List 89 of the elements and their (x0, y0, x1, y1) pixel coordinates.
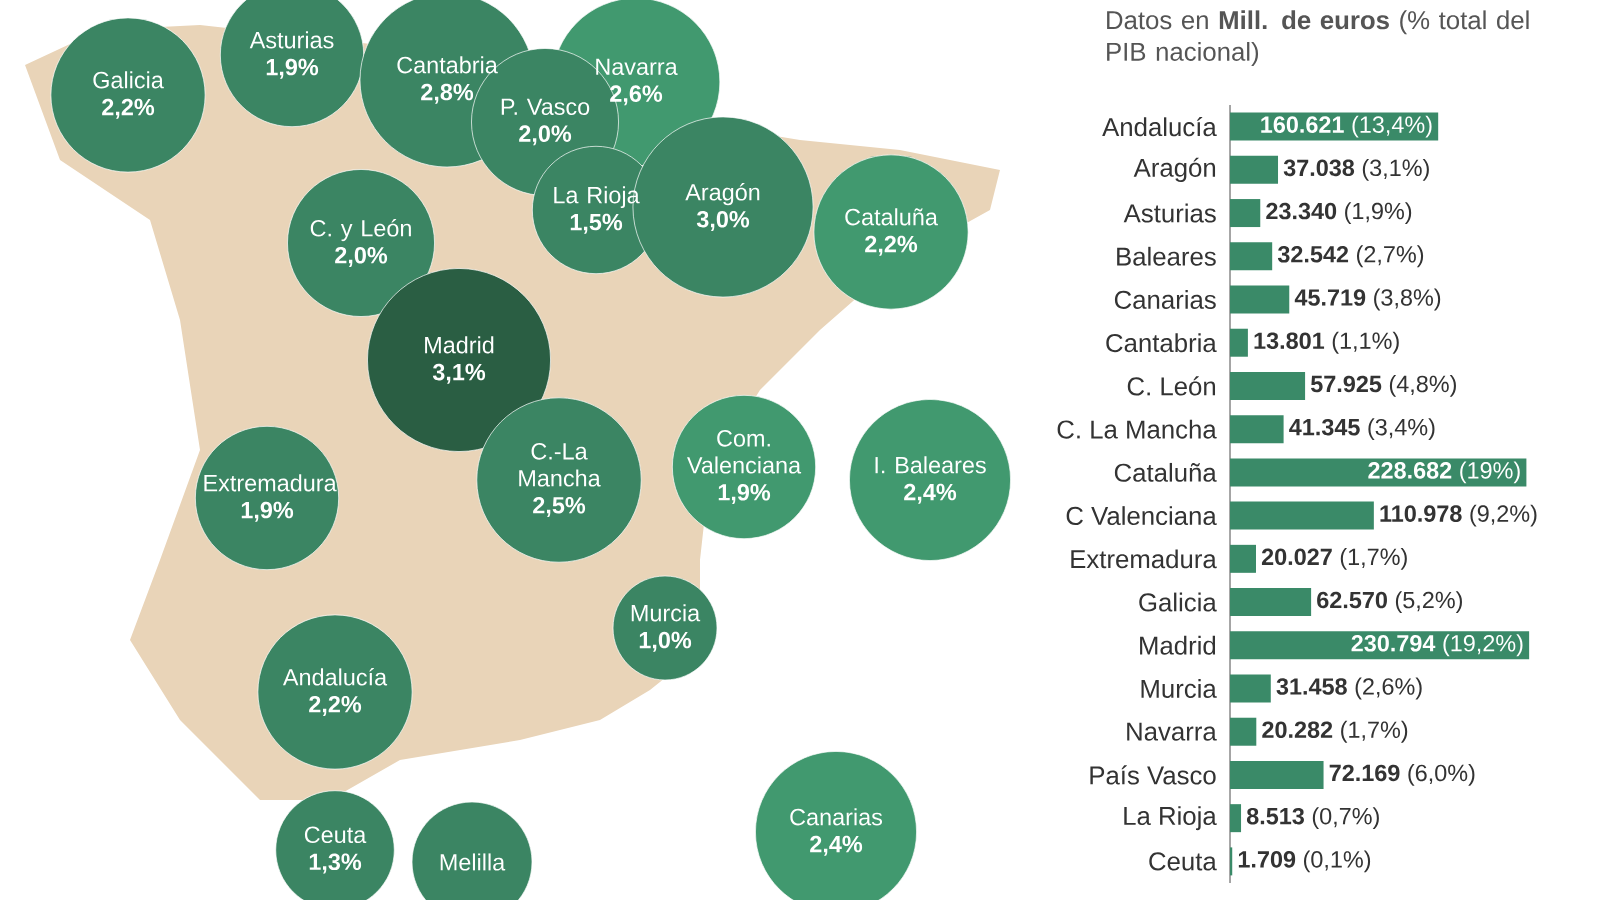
category-label: Aragón (685, 183, 760, 206)
chart-title: Datos en Mill. de euros (% total del PIB nacional) (1107, 10, 1529, 66)
data-label: 2,4% (810, 835, 863, 856)
category-label: Madrid (425, 336, 494, 354)
category-label: C. y León (310, 219, 411, 242)
bar (1230, 328, 1248, 357)
data-label: 2,8% (421, 83, 474, 104)
y-tick-label: País Vasco (1090, 765, 1216, 785)
y-tick-label: Murcia (1141, 679, 1217, 698)
data-label: 2,4% (904, 483, 957, 504)
y-tick-label: Canarias (1114, 290, 1216, 309)
data-label: 1,5% (570, 213, 623, 234)
category-label: Navarra (596, 58, 678, 75)
category-label: Extremadura (204, 474, 337, 492)
data-label: 1,9% (718, 483, 771, 504)
data-label: 41.345 (3,4%) (1289, 418, 1435, 441)
category-label: Asturias (249, 31, 334, 49)
category-label: Ceuta (304, 826, 367, 844)
data-label: 3,0% (696, 210, 750, 231)
data-label: 160.621 (13,4%) (1261, 115, 1432, 138)
category-label: Galicia (93, 71, 164, 89)
y-tick-label: C. León (1127, 376, 1216, 396)
y-tick-label: C Valenciana (1066, 506, 1217, 526)
data-label: 2,2% (309, 695, 362, 716)
data-label: 230.794 (19,2%) (1351, 634, 1523, 657)
data-label: 37.038 (3,1%) (1283, 158, 1429, 181)
data-label: 228.682 (19%) (1368, 461, 1520, 484)
bar (1230, 588, 1312, 617)
data-label: 2,0% (519, 125, 572, 146)
bar (1230, 242, 1273, 271)
bar (1230, 415, 1284, 444)
category-label: Melilla (440, 853, 506, 871)
data-label: 45.719 (3,8%) (1294, 288, 1441, 311)
category-label: Murcia (631, 604, 701, 622)
data-label: 2,6% (610, 85, 663, 106)
y-tick-label: Baleares (1117, 246, 1216, 266)
y-tick-label: Andalucía (1102, 117, 1217, 137)
data-label: 1,0% (639, 631, 692, 652)
bar (1230, 674, 1271, 703)
y-tick-label: Asturias (1123, 203, 1216, 223)
y-tick-label: Aragón (1133, 157, 1216, 182)
category-label: Cantabria (397, 56, 498, 74)
y-tick-label: Cataluña (1114, 462, 1217, 482)
data-label: 2,2% (102, 98, 155, 119)
data-label: 57.925 (4,8%) (1310, 375, 1456, 397)
bar (1230, 544, 1256, 573)
category-label: Andalucía (282, 668, 388, 686)
data-label: 23.340 (1,9%) (1266, 202, 1412, 224)
category-label: C.-La Mancha (519, 443, 601, 487)
y-tick-label: La Rioja (1124, 806, 1217, 831)
data-label: 20.027 (1,7%) (1261, 547, 1407, 570)
data-label: 13.801 (1,1%) (1254, 331, 1399, 354)
data-label: 72.169 (6,0%) (1329, 764, 1475, 786)
y-tick-label: Navarra (1127, 722, 1217, 741)
data-label: 8.513 (0,7%) (1246, 807, 1379, 830)
bar (1230, 847, 1233, 876)
category-label: La Rioja (554, 186, 640, 209)
y-tick-label: Extremadura (1071, 549, 1217, 569)
bar (1230, 155, 1279, 184)
data-label: 20.282 (1,7%) (1262, 720, 1408, 743)
data-label: 1,9% (266, 58, 319, 79)
bar (1230, 804, 1242, 833)
category-label: Cataluña (845, 208, 938, 226)
y-tick-label: Galicia (1139, 592, 1217, 612)
data-label: 2,2% (865, 235, 918, 256)
category-label: Canarias (790, 808, 883, 826)
y-tick-label: C. La Mancha (1057, 419, 1217, 439)
data-label: 1,9% (241, 501, 294, 522)
category-label: I. Baleares (875, 456, 986, 474)
y-tick-label: Ceuta (1149, 852, 1217, 871)
data-label: 2,0% (335, 246, 388, 267)
bar (1230, 760, 1324, 789)
y-tick-label: Madrid (1140, 635, 1216, 655)
data-label: 3,1% (432, 363, 486, 384)
bar (1230, 199, 1261, 228)
bar (1230, 285, 1290, 314)
data-label: 1.709 (0,1%) (1238, 850, 1371, 873)
bar (1230, 501, 1374, 530)
data-label: 1,3% (309, 853, 362, 874)
bar (1230, 371, 1306, 400)
data-label: 62.570 (5,2%) (1317, 591, 1462, 613)
category-label: Com. Valenciana (687, 430, 802, 474)
y-tick-label: Cantabria (1106, 333, 1217, 353)
data-label: 110.978 (9,2%) (1380, 504, 1537, 527)
category-label: P. Vasco (501, 98, 590, 115)
bar (1230, 717, 1257, 746)
data-label: 2,5% (533, 496, 586, 517)
data-label: 31.458 (2,6%) (1276, 677, 1422, 700)
data-label: 32.542 (2,7%) (1277, 245, 1424, 268)
